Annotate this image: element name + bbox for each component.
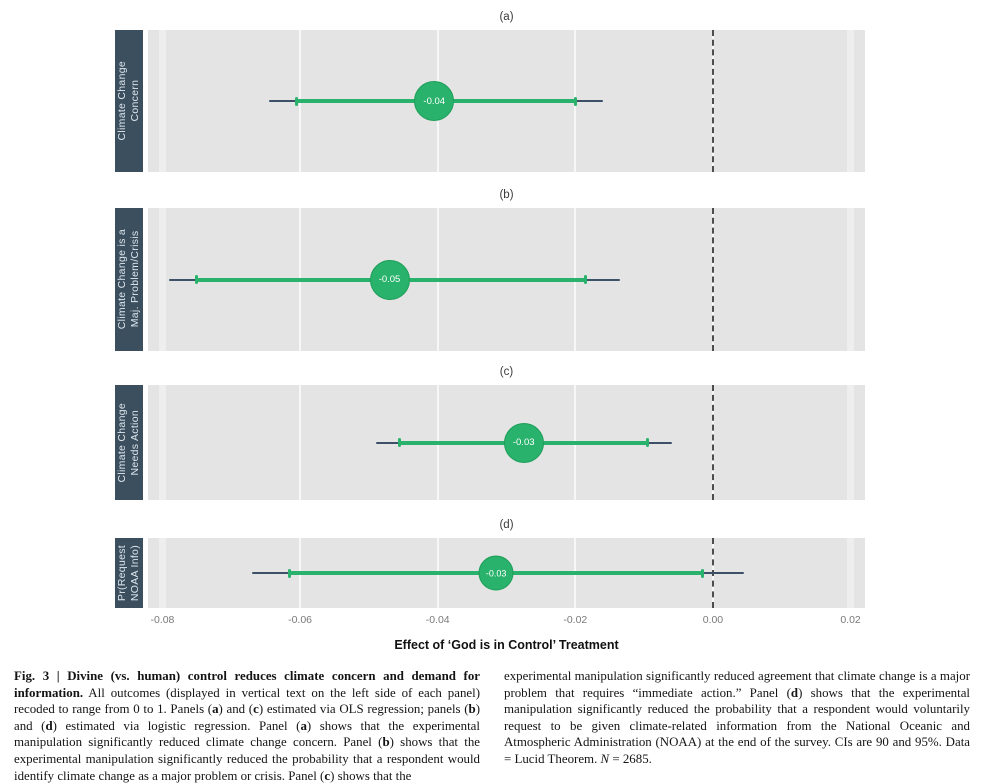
gridline--0.08 [158, 30, 166, 172]
estimate-point: -0.04 [414, 81, 455, 121]
caption-text-run: All outcomes (displayed in vertical text… [14, 685, 480, 717]
ci-90-cap-left [295, 96, 299, 106]
panel-d-body: Pr(Request NOAA Info) -0.03 [115, 538, 985, 608]
caption-text-run: ) and ( [14, 702, 480, 733]
caption-text-run: a [300, 718, 307, 733]
panel-c-label: (c) [499, 366, 514, 378]
panel-a-label: (a) [499, 11, 514, 23]
panel-c-body: Climate Change Needs Action -0.03 [115, 385, 985, 500]
caption-text-run: c [324, 768, 331, 783]
caption-text-run: ) estimated via OLS regression; panels ( [258, 702, 469, 717]
zero-reference-line [711, 385, 714, 500]
gridline--0.08 [158, 385, 166, 500]
ci-90-cap-left [195, 275, 199, 284]
caption-text-run: experimental manipulation significantly … [504, 669, 970, 700]
coefficient-plot: (a) Climate Change Concern -0.04 (b) Cli… [0, 8, 985, 652]
panel-d-outcome-label-box: Pr(Request NOAA Info) [115, 538, 143, 608]
x-tick-label-0.02: 0.02 [840, 614, 861, 626]
estimate-point: -0.05 [369, 259, 410, 300]
caption-text-run: Fig. 3 | Divine (vs. human) control redu… [14, 669, 480, 700]
caption-text-run: ) and ( [218, 702, 254, 717]
zero-reference-line [711, 30, 714, 172]
x-tick-label--0.06: -0.06 [288, 614, 313, 626]
gridline-0.02 [847, 538, 855, 608]
ci-90-cap-right [584, 275, 588, 284]
gridline--0.08 [158, 208, 166, 351]
caption-text-run: b [382, 735, 390, 750]
panel-d: (d) Pr(Request NOAA Info) -0.03 [0, 516, 985, 608]
caption-text-run: c [253, 702, 259, 717]
caption-left-column: Fig. 3 | Divine (vs. human) control redu… [14, 668, 480, 784]
panel-c: (c) Climate Change Needs Action -0.03 [0, 363, 985, 500]
ci-90-cap-left [398, 438, 402, 447]
panel-b-outcome-label: Climate Change is a Maj. Problem/Crisis [116, 229, 141, 330]
panel-b: (b) Climate Change is a Maj. Problem/Cri… [0, 186, 985, 351]
caption-text-run: a [212, 702, 219, 717]
caption-text-run: ) shows that the experimental manipulati… [14, 735, 480, 783]
panel-a-body: Climate Change Concern -0.04 [115, 30, 985, 172]
panel-d-label: (d) [499, 519, 514, 531]
caption-text-run: = 2685. [609, 751, 652, 766]
panel-c-outcome-label: Climate Change Needs Action [116, 402, 141, 483]
x-axis-ticks: -0.08 -0.06 -0.04 -0.02 0.00 0.02 [148, 612, 865, 628]
x-tick-label--0.08: -0.08 [150, 614, 175, 626]
caption-text-run: d [790, 685, 799, 700]
caption-text-run: ) shows that the [330, 768, 412, 783]
ci-90-cap-right [646, 438, 650, 447]
panel-d-plot-area: -0.03 [148, 538, 865, 608]
estimate-point: -0.03 [503, 422, 544, 463]
ci-90-cap-right [701, 568, 705, 578]
caption-text-run: d [45, 718, 53, 733]
figure-caption: Fig. 3 | Divine (vs. human) control redu… [0, 652, 985, 784]
zero-reference-line [711, 208, 714, 351]
caption-text-run: ) shows that the experimental manipulati… [14, 718, 480, 750]
x-tick-label--0.04: -0.04 [425, 614, 450, 626]
panel-a: (a) Climate Change Concern -0.04 [0, 8, 985, 172]
gridline-0.02 [847, 385, 855, 500]
gridline-0.02 [847, 208, 855, 351]
panel-a-outcome-label-box: Climate Change Concern [115, 30, 143, 172]
caption-text-run: ) estimated via logistic regression. Pan… [52, 718, 301, 733]
panel-c-plot-area: -0.03 [148, 385, 865, 500]
gridline--0.08 [158, 538, 166, 608]
panel-a-plot-area: -0.04 [148, 30, 865, 172]
panel-b-body: Climate Change is a Maj. Problem/Crisis … [115, 208, 985, 351]
caption-text-run: N [600, 751, 610, 766]
panel-b-plot-area: -0.05 [148, 208, 865, 351]
ci-90-cap-left [288, 568, 292, 578]
gridline-0.02 [847, 30, 855, 172]
panel-b-label: (b) [499, 189, 514, 201]
caption-right-column: experimental manipulation significantly … [504, 668, 970, 784]
caption-text-run: b [468, 702, 476, 717]
ci-90-cap-right [573, 96, 577, 106]
panel-b-outcome-label-box: Climate Change is a Maj. Problem/Crisis [115, 208, 143, 351]
panel-c-outcome-label-box: Climate Change Needs Action [115, 385, 143, 500]
x-axis-title: Effect of ‘God is in Control’ Treatment [394, 638, 619, 652]
panel-d-outcome-label: Pr(Request NOAA Info) [116, 544, 141, 602]
x-tick-label-0.00: 0.00 [702, 614, 724, 626]
gridline--0.06 [299, 385, 302, 500]
x-tick-label--0.02: -0.02 [563, 614, 588, 626]
estimate-point: -0.03 [478, 555, 514, 591]
caption-text-run: ) shows that the experimental manipulati… [504, 685, 970, 766]
panel-a-outcome-label: Climate Change Concern [116, 61, 141, 141]
